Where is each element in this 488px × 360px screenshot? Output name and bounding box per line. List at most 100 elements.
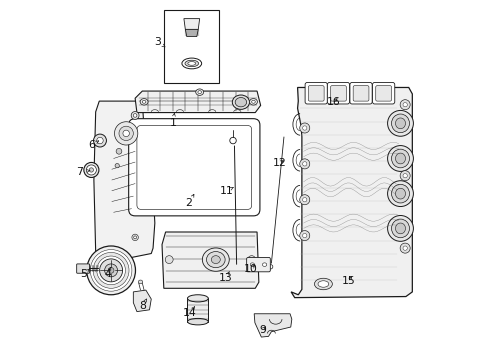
Circle shape	[299, 230, 309, 240]
Ellipse shape	[395, 153, 405, 164]
Ellipse shape	[314, 278, 332, 290]
Bar	[187, 298, 208, 322]
Ellipse shape	[187, 319, 208, 325]
Ellipse shape	[187, 295, 208, 302]
Circle shape	[93, 252, 129, 288]
FancyBboxPatch shape	[372, 82, 394, 104]
Circle shape	[302, 162, 306, 166]
FancyBboxPatch shape	[352, 86, 368, 101]
Text: 10: 10	[244, 264, 257, 274]
Text: 13: 13	[219, 273, 232, 283]
Circle shape	[116, 148, 122, 154]
Circle shape	[97, 256, 125, 285]
Circle shape	[399, 100, 409, 110]
Circle shape	[86, 246, 135, 295]
Ellipse shape	[89, 168, 93, 172]
Circle shape	[115, 163, 119, 168]
Ellipse shape	[387, 145, 412, 171]
Circle shape	[108, 267, 114, 273]
FancyBboxPatch shape	[308, 86, 324, 101]
Text: 6: 6	[88, 140, 95, 150]
Ellipse shape	[133, 236, 136, 239]
Text: 5: 5	[80, 269, 87, 279]
FancyBboxPatch shape	[330, 86, 346, 101]
Ellipse shape	[133, 114, 137, 117]
Ellipse shape	[391, 149, 408, 168]
Ellipse shape	[250, 263, 254, 266]
Ellipse shape	[132, 234, 138, 240]
Polygon shape	[94, 101, 155, 262]
FancyBboxPatch shape	[77, 264, 89, 273]
Text: 15: 15	[341, 276, 355, 286]
Text: 8: 8	[139, 301, 145, 311]
Circle shape	[299, 195, 309, 205]
Ellipse shape	[247, 256, 255, 264]
Circle shape	[299, 159, 309, 169]
Polygon shape	[162, 232, 258, 288]
Polygon shape	[185, 30, 198, 37]
Ellipse shape	[395, 118, 405, 129]
Text: 9: 9	[259, 325, 265, 335]
Ellipse shape	[211, 256, 220, 264]
Text: 16: 16	[326, 97, 340, 107]
Circle shape	[97, 137, 103, 144]
Polygon shape	[290, 87, 411, 298]
Ellipse shape	[387, 181, 412, 207]
Circle shape	[402, 174, 407, 178]
Ellipse shape	[114, 122, 138, 145]
Ellipse shape	[262, 263, 266, 266]
Circle shape	[302, 233, 306, 238]
Ellipse shape	[395, 188, 405, 199]
Text: 11: 11	[219, 186, 233, 196]
Text: 7: 7	[76, 167, 83, 177]
Circle shape	[104, 264, 117, 277]
Circle shape	[100, 259, 122, 282]
Ellipse shape	[206, 252, 224, 268]
Ellipse shape	[317, 281, 328, 287]
Ellipse shape	[391, 219, 408, 238]
FancyBboxPatch shape	[128, 119, 260, 216]
Ellipse shape	[131, 112, 139, 120]
Text: 4: 4	[104, 269, 111, 279]
Ellipse shape	[232, 95, 249, 109]
Circle shape	[299, 123, 309, 133]
FancyBboxPatch shape	[246, 257, 270, 272]
Circle shape	[93, 134, 106, 147]
Ellipse shape	[140, 99, 148, 105]
Circle shape	[302, 126, 306, 130]
Bar	[163, 10, 219, 83]
Polygon shape	[254, 314, 291, 337]
Ellipse shape	[395, 223, 405, 234]
Polygon shape	[135, 91, 260, 113]
Polygon shape	[133, 290, 151, 312]
Ellipse shape	[387, 111, 412, 136]
Ellipse shape	[142, 100, 145, 103]
Ellipse shape	[182, 58, 201, 69]
FancyBboxPatch shape	[349, 82, 371, 104]
Ellipse shape	[122, 130, 129, 136]
Circle shape	[302, 198, 306, 202]
FancyBboxPatch shape	[305, 82, 326, 104]
Ellipse shape	[86, 165, 96, 175]
Ellipse shape	[187, 62, 195, 65]
Ellipse shape	[165, 256, 173, 264]
Text: 3: 3	[154, 37, 161, 47]
Ellipse shape	[249, 99, 257, 105]
FancyBboxPatch shape	[326, 82, 349, 104]
Ellipse shape	[387, 216, 412, 241]
Circle shape	[90, 249, 132, 291]
Polygon shape	[183, 19, 199, 30]
Ellipse shape	[251, 100, 255, 103]
Circle shape	[399, 171, 409, 181]
Ellipse shape	[268, 265, 272, 269]
Ellipse shape	[229, 137, 236, 144]
Text: 12: 12	[272, 158, 286, 168]
FancyBboxPatch shape	[375, 86, 391, 101]
Ellipse shape	[235, 98, 246, 107]
Ellipse shape	[83, 162, 99, 177]
Ellipse shape	[198, 91, 201, 94]
Ellipse shape	[195, 89, 203, 95]
Ellipse shape	[391, 114, 408, 133]
Text: 1: 1	[169, 118, 176, 128]
Circle shape	[402, 246, 407, 250]
